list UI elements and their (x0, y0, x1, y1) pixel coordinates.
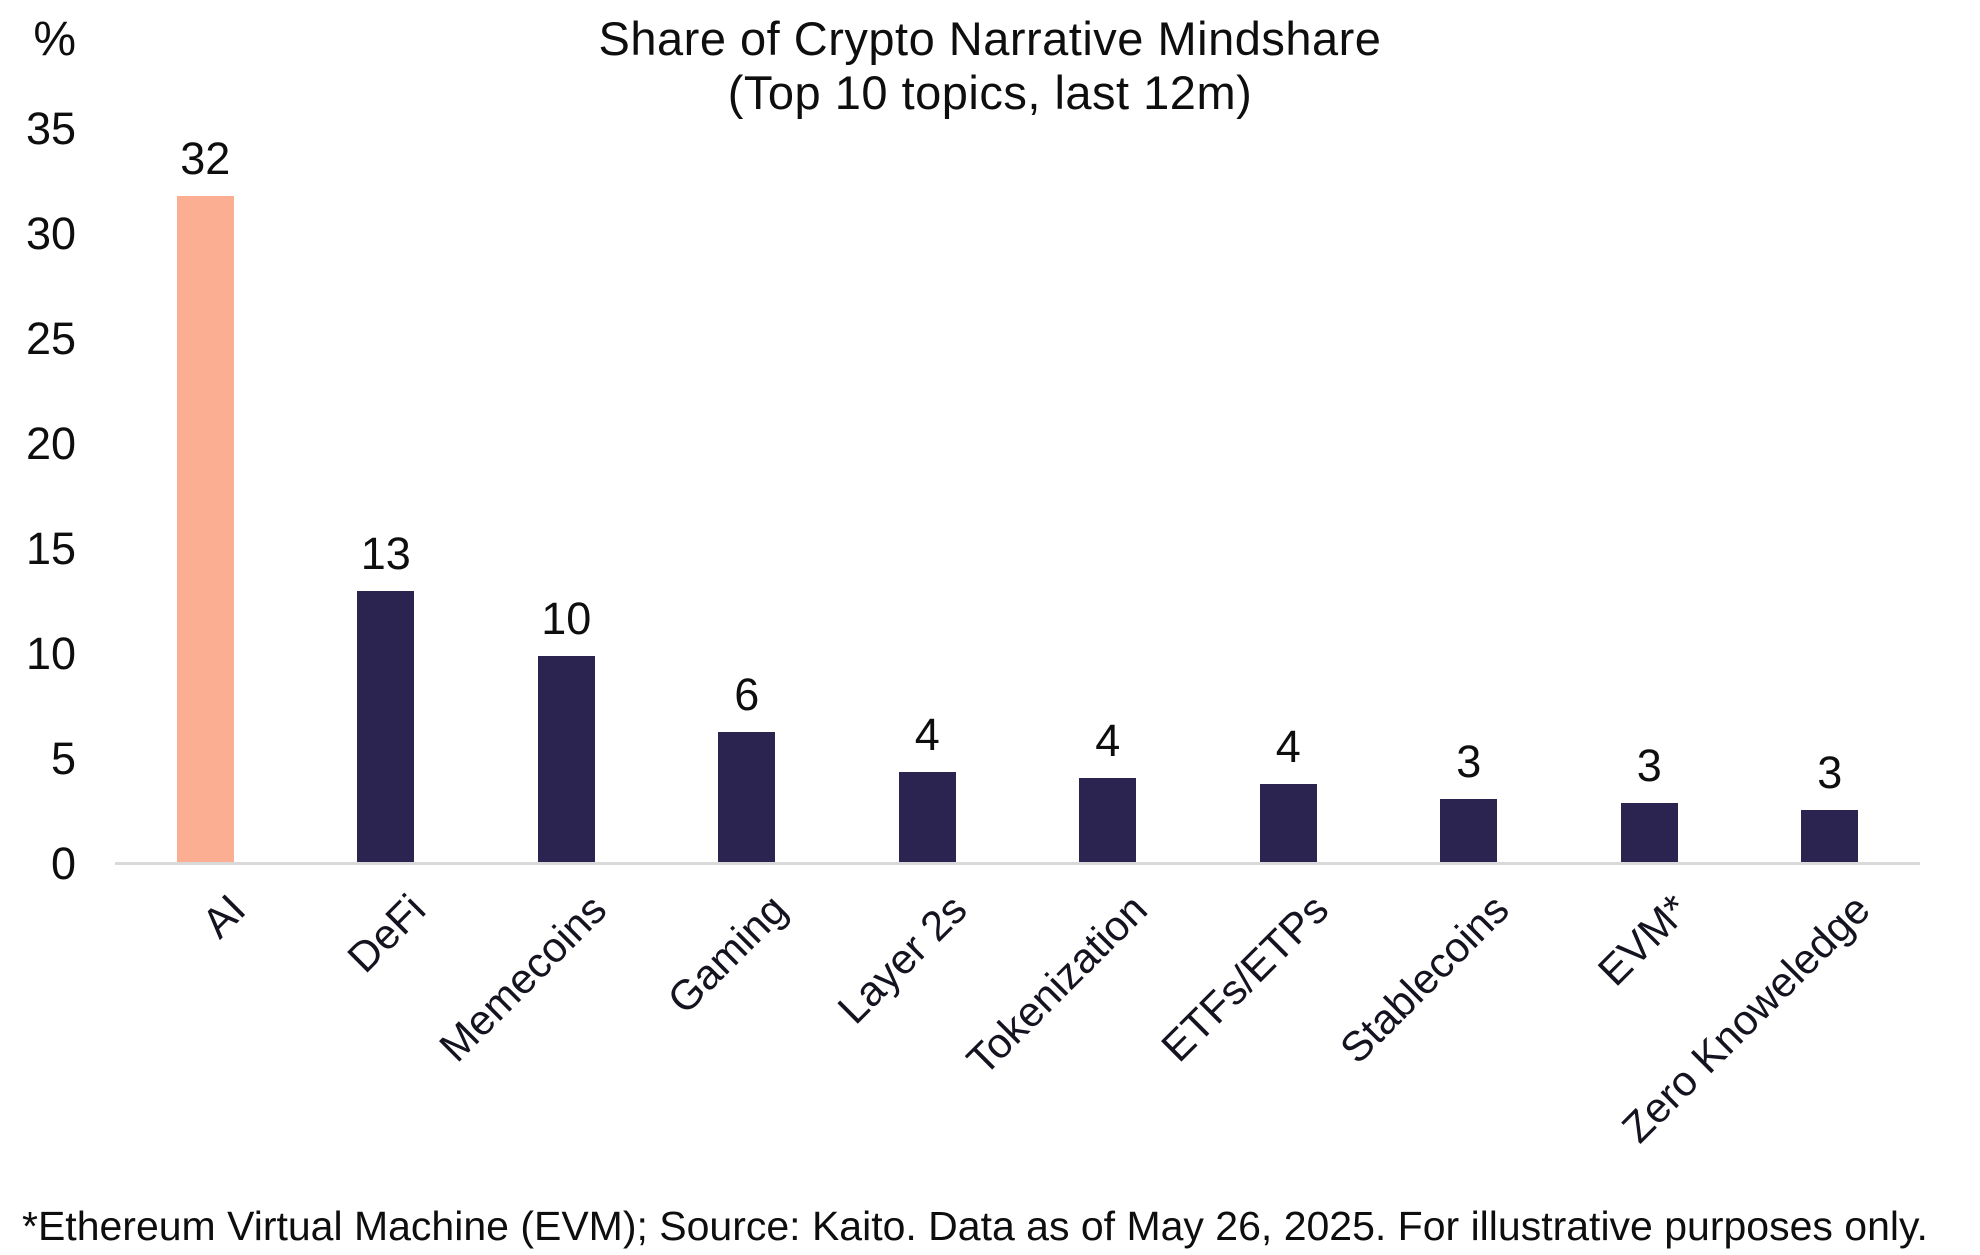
bar-memecoins (537, 656, 595, 862)
chart-subtitle: (Top 10 topics, last 12m) (727, 66, 1253, 119)
footnote: *Ethereum Virtual Machine (EVM); Source:… (22, 1203, 1928, 1249)
chart-title-block: Share of Crypto Narrative Mindshare (Top… (0, 12, 1980, 120)
bar-evm- (1620, 803, 1678, 862)
x-category-label: Tokenization (957, 885, 1157, 1084)
bar-value-label: 10 (541, 593, 592, 645)
y-tick-label: 15 (25, 523, 76, 574)
bar-zero-knoweledge (1801, 809, 1859, 862)
bar-etfs-etps (1259, 784, 1317, 862)
y-tick-label: 5 (50, 733, 76, 784)
x-category-label: Stablecoins (1330, 885, 1518, 1073)
y-tick-label: 35 (25, 103, 76, 154)
chart-title: Share of Crypto Narrative Mindshare (598, 12, 1382, 65)
y-tick-label: 20 (25, 418, 76, 469)
bar-value-label: 4 (914, 708, 940, 760)
bar-layer-2s (898, 771, 956, 862)
bar-tokenization (1079, 778, 1137, 862)
bar-value-label: 13 (360, 528, 411, 580)
bar-value-label: 4 (1095, 715, 1121, 766)
bar-value-label: 3 (1636, 740, 1662, 792)
bar-gaming (718, 731, 776, 862)
y-tick-label: 25 (25, 313, 76, 364)
x-category-label: DeFi (338, 885, 435, 982)
x-category-label: Gaming (658, 885, 796, 1023)
bar-stablecoins (1440, 799, 1498, 862)
bar-value-label: 6 (734, 668, 760, 720)
x-category-label: AI (192, 885, 254, 947)
x-category-label: ETFs/ETPs (1151, 885, 1337, 1071)
bar-value-label: 32 (180, 133, 231, 185)
bar-defi (357, 591, 415, 862)
x-category-label: EVM* (1588, 885, 1698, 995)
y-tick-label: 0 (50, 838, 76, 889)
x-category-label: Memecoins (429, 885, 615, 1071)
bar-ai (176, 196, 234, 862)
plot-area: 32 13 10 6 4 4 4 3 3 3 (115, 0, 1920, 864)
y-tick-label: 10 (25, 628, 76, 679)
y-axis-unit-label: % (33, 13, 76, 66)
bar-value-label: 4 (1275, 721, 1301, 773)
bar-value-label: 3 (1817, 746, 1843, 798)
x-axis-line (115, 862, 1920, 865)
bar-value-label: 3 (1456, 736, 1482, 787)
y-tick-label: 30 (25, 208, 76, 259)
x-category-label: Layer 2s (828, 885, 976, 1033)
